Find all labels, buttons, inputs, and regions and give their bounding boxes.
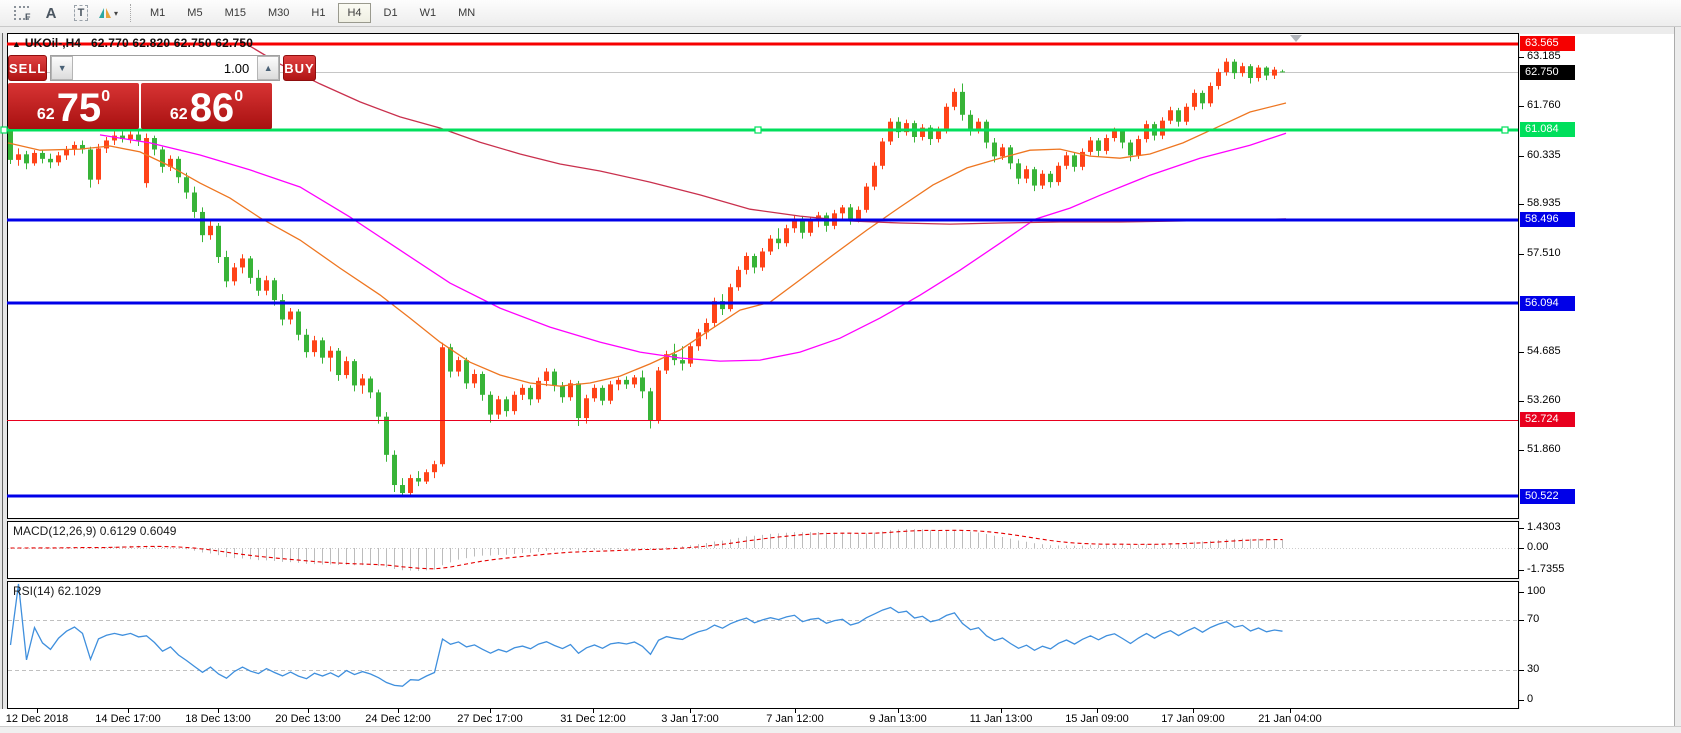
timeframe-button-m15[interactable]: M15 bbox=[216, 3, 255, 23]
arrows-glyph bbox=[99, 8, 111, 18]
timeframe-button-mn[interactable]: MN bbox=[449, 3, 484, 23]
symbol-period: UKOil-,H4 bbox=[24, 36, 81, 50]
macd-label: MACD(12,26,9) 0.6129 0.6049 bbox=[13, 524, 176, 538]
sell-price-prefix: 62 bbox=[36, 106, 55, 123]
chevron-down-icon: ▾ bbox=[114, 8, 119, 18]
window-bottom-edge bbox=[0, 726, 1681, 733]
text-a-icon[interactable]: A bbox=[45, 4, 57, 22]
window-left-border bbox=[2, 33, 3, 709]
volume-increase-button[interactable]: ▲ bbox=[257, 56, 280, 80]
sell-price-main: 75 bbox=[56, 86, 102, 131]
timeframe-button-d1[interactable]: D1 bbox=[375, 3, 407, 23]
timeframe-button-h4[interactable]: H4 bbox=[338, 3, 371, 23]
rsi-label: RSI(14) 62.1029 bbox=[13, 584, 101, 598]
ohlc-readout: 62.770 62.820 62.750 62.750 bbox=[90, 36, 254, 50]
timeframe-button-w1[interactable]: W1 bbox=[411, 3, 446, 23]
one-click-trade-panel: SELL ▼ ▲ BUY 62 75 0 62 86 0 bbox=[8, 55, 316, 129]
buy-price-box[interactable]: 62 86 0 bbox=[141, 83, 272, 129]
grid-f-icon[interactable]: F bbox=[8, 2, 34, 24]
price-axis-column[interactable] bbox=[1520, 34, 1674, 726]
rsi-value: 62.1029 bbox=[57, 584, 102, 598]
buy-price-sup: 0 bbox=[234, 88, 244, 105]
sell-button[interactable]: SELL bbox=[8, 55, 48, 81]
macd-panel bbox=[7, 521, 1519, 579]
toolbar: F A T ▾ M1 M5 M15 M30 H1 H4 D1 W1 MN bbox=[0, 0, 1681, 27]
timeframe-button-m1[interactable]: M1 bbox=[141, 3, 174, 23]
label-t-icon[interactable]: T bbox=[68, 2, 94, 24]
buy-price-prefix: 62 bbox=[169, 106, 188, 123]
triangle-up-icon: ▲ bbox=[12, 39, 21, 49]
toolbar-separator bbox=[130, 4, 132, 22]
time-axis-strip[interactable] bbox=[0, 709, 1674, 726]
volume-decrease-button[interactable]: ▼ bbox=[51, 56, 74, 80]
rsi-panel bbox=[7, 581, 1519, 709]
window-right-edge bbox=[1674, 27, 1681, 726]
buy-price-main: 86 bbox=[189, 86, 235, 131]
timeframe-button-m5[interactable]: M5 bbox=[178, 3, 211, 23]
window-left-edge bbox=[0, 33, 7, 709]
volume-input[interactable] bbox=[73, 56, 258, 80]
buy-button[interactable]: BUY bbox=[283, 55, 316, 81]
sell-price-box[interactable]: 62 75 0 bbox=[8, 83, 139, 129]
timeframe-button-m30[interactable]: M30 bbox=[259, 3, 298, 23]
timeframe-buttons: M1 M5 M15 M30 H1 H4 D1 W1 MN bbox=[139, 3, 486, 23]
arrows-icon[interactable]: ▾ bbox=[98, 6, 118, 20]
macd-values: 0.6129 0.6049 bbox=[99, 524, 177, 538]
sell-price-sup: 0 bbox=[101, 88, 111, 105]
macd-name: MACD(12,26,9) bbox=[13, 524, 97, 538]
chart-title: ▲ UKOil-,H4 62.770 62.820 62.750 62.750 bbox=[12, 36, 253, 50]
volume-stepper: ▼ ▲ bbox=[50, 55, 281, 81]
rsi-name: RSI(14) bbox=[13, 584, 55, 598]
timeframe-button-h1[interactable]: H1 bbox=[302, 3, 334, 23]
